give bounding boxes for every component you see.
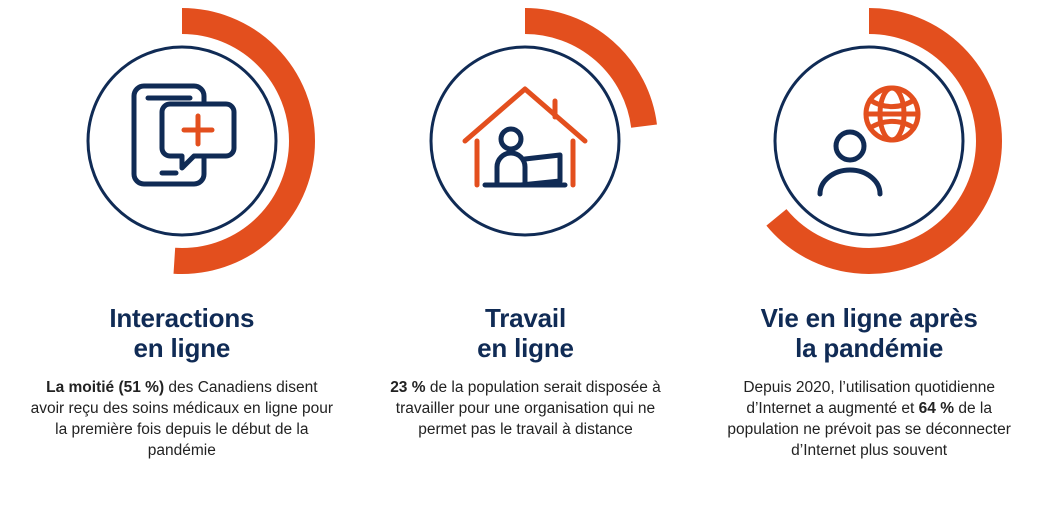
card-travail: Travail en ligne 23 % de la population s… xyxy=(365,0,685,441)
medical-online-icon xyxy=(47,6,317,276)
title-line2: en ligne xyxy=(134,333,231,363)
desc-rest: de la population serait disposée à trava… xyxy=(396,379,661,438)
card-desc: La moitié (51 %) des Canadiens disent av… xyxy=(22,378,342,462)
title-line2: la pandémie xyxy=(795,333,943,363)
title-line1: Interactions xyxy=(109,303,254,333)
card-desc: Depuis 2020, l’utilisation quotidienne d… xyxy=(709,378,1029,462)
infographic-row: Interactions en ligne La moitié (51 %) d… xyxy=(0,0,1051,524)
title-line1: Travail xyxy=(485,303,566,333)
card-title: Interactions en ligne xyxy=(109,304,254,364)
donut-interactions xyxy=(47,6,317,276)
card-title: Vie en ligne après la pandémie xyxy=(761,304,978,364)
donut-vie xyxy=(734,6,1004,276)
card-interactions: Interactions en ligne La moitié (51 %) d… xyxy=(22,0,342,461)
card-title: Travail en ligne xyxy=(477,304,574,364)
desc-bold-lead: 23 % xyxy=(390,379,425,396)
title-line1: Vie en ligne après xyxy=(761,303,978,333)
globe-person-icon xyxy=(734,6,1004,276)
card-desc: 23 % de la population serait disposée à … xyxy=(365,378,685,441)
donut-travail xyxy=(390,6,660,276)
remote-work-icon xyxy=(390,6,660,276)
desc-bold-lead: La moitié (51 %) xyxy=(46,379,164,396)
card-vie: Vie en ligne après la pandémie Depuis 20… xyxy=(709,0,1029,461)
desc-bold-mid: 64 % xyxy=(919,400,954,417)
title-line2: en ligne xyxy=(477,333,574,363)
